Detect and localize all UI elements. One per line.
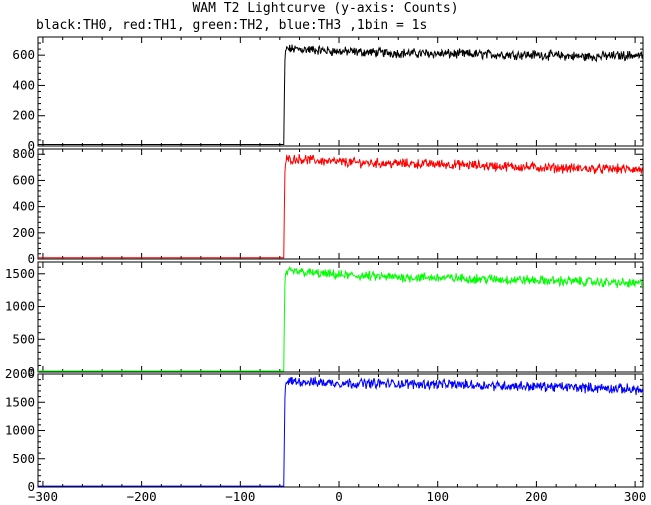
y-tick-label: 500 [12, 451, 35, 466]
x-tick-label: 300 [624, 489, 647, 504]
y-tick-label: 200 [12, 225, 35, 240]
series-line-th2 [38, 265, 644, 372]
y-tick-label: 400 [12, 199, 35, 214]
y-tick-label: 2000 [5, 366, 35, 381]
x-tick-label: 100 [426, 489, 449, 504]
x-tick-label: −300 [28, 489, 58, 504]
y-tick-label: 500 [12, 331, 35, 346]
y-tick-label: 0 [27, 251, 35, 266]
series-line-th3 [38, 376, 644, 487]
y-tick-label: 1000 [5, 423, 35, 438]
y-tick-label: 0 [27, 138, 35, 153]
x-tick-label: 0 [335, 489, 343, 504]
y-tick-label: 1500 [5, 394, 35, 409]
chart-subtitle: black:TH0, red:TH1, green:TH2, blue:TH3 … [36, 18, 428, 33]
x-tick-label: 200 [525, 489, 548, 504]
y-tick-label: 600 [12, 47, 35, 62]
series-line-th1 [38, 153, 643, 259]
x-tick-label: −100 [225, 489, 255, 504]
series-line-th0 [38, 44, 644, 145]
y-tick-label: 400 [12, 77, 35, 92]
panel-frame-th1 [37, 148, 644, 260]
x-tick-label: −200 [127, 489, 157, 504]
y-tick-label: 800 [12, 146, 35, 161]
y-tick-label: 600 [12, 172, 35, 187]
y-tick-label: 1500 [5, 266, 35, 281]
y-tick-label: 0 [27, 479, 35, 494]
y-tick-label: 0 [27, 364, 35, 379]
y-tick-label: 200 [12, 108, 35, 123]
chart-title: WAM T2 Lightcurve (y-axis: Counts) [192, 1, 459, 16]
panel-frame-th3 [37, 373, 644, 488]
y-tick-label: 1000 [5, 299, 35, 314]
panel-frame-th2 [37, 261, 644, 373]
